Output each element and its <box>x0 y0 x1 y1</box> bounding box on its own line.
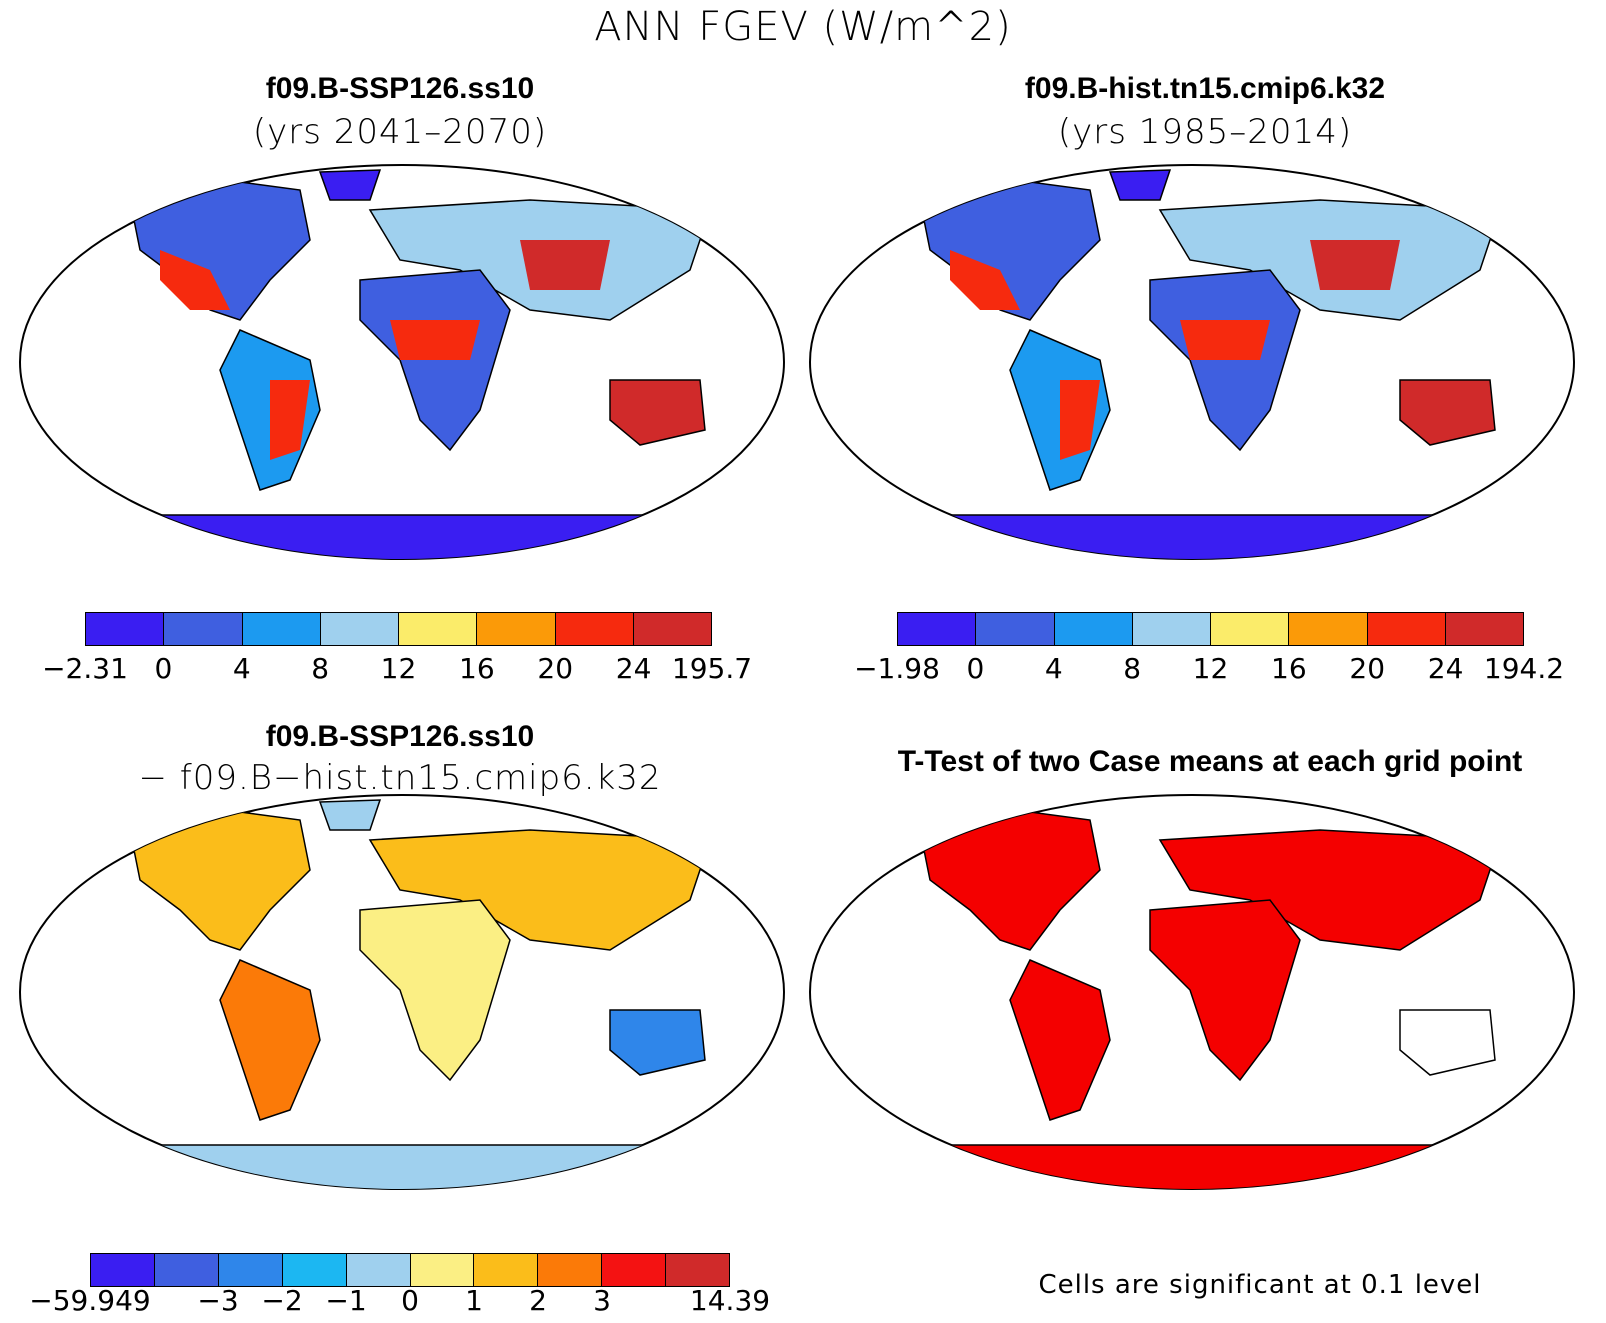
colorbar-tick-label: 0 <box>154 652 173 685</box>
colorbar-cell <box>477 613 556 645</box>
colorbar-cell <box>538 1254 603 1286</box>
colorbar-labels-difference: −59.949 −3 −2 −1 0 1 2 3 14.39 <box>29 1284 770 1322</box>
colorbar-tick-label: 16 <box>459 652 495 685</box>
colorbar-cell <box>633 613 711 645</box>
colorbar-cell <box>555 613 634 645</box>
colorbar-tick-label: 0 <box>966 652 985 685</box>
colorbar-cell <box>474 1254 539 1286</box>
colorbar-tick-label: 1 <box>465 1284 483 1317</box>
colorbar-labels-case1: −2.31 0 4 8 12 16 20 24 195.7 <box>42 652 752 692</box>
colorbar-cell <box>242 613 321 645</box>
colorbar-difference <box>90 1253 730 1287</box>
colorbar-cell <box>91 1254 155 1286</box>
colorbar-cell <box>1132 613 1211 645</box>
colorbar-cell <box>86 613 165 645</box>
colorbar-tick-label: 12 <box>1192 652 1229 685</box>
colorbar-labels-case2: −1.98 0 4 8 12 16 20 24 194.2 <box>854 652 1564 692</box>
colorbar-cell <box>320 613 399 645</box>
colorbar-tick-label: −59.949 <box>29 1284 151 1317</box>
panel-1-subtitle: (yrs 2041–2070) <box>252 112 548 152</box>
colorbar-tick-label: 8 <box>1123 652 1142 685</box>
colorbar-tick-label: 12 <box>380 652 417 685</box>
colorbar-tick-label: 14.39 <box>689 1284 771 1317</box>
figure-title: ANN FGEV (W/m^2) <box>594 4 1012 50</box>
colorbar-tick-label: −3 <box>197 1284 239 1317</box>
map-ttest <box>809 794 1575 1190</box>
colorbar-cell <box>1054 613 1133 645</box>
colorbar-cell <box>282 1254 347 1286</box>
colorbar-tick-label: −2.31 <box>42 652 128 685</box>
colorbar-cell <box>218 1254 283 1286</box>
colorbar-tick-label: 195.7 <box>671 652 753 685</box>
colorbar-tick-label: 194.2 <box>1483 652 1565 685</box>
colorbar-tick-label: −1.98 <box>854 652 940 685</box>
colorbar-case1 <box>85 612 712 646</box>
colorbar-tick-label: 4 <box>232 652 251 685</box>
panel-3-title: f09.B-SSP126.ss10 <box>265 720 535 753</box>
colorbar-cell <box>154 1254 219 1286</box>
colorbar-tick-label: 8 <box>311 652 330 685</box>
colorbar-tick-label: 3 <box>593 1284 611 1317</box>
map-difference <box>19 794 785 1190</box>
map-case1 <box>19 164 785 560</box>
panel-2-subtitle: (yrs 1985–2014) <box>1057 112 1353 152</box>
colorbar-cell <box>1289 613 1368 645</box>
colorbar-cell <box>1367 613 1446 645</box>
colorbar-tick-label: −2 <box>261 1284 303 1317</box>
colorbar-tick-label: 4 <box>1044 652 1063 685</box>
colorbar-tick-label: 24 <box>1427 652 1464 685</box>
colorbar-cell <box>898 613 977 645</box>
land-case2 <box>919 169 1502 559</box>
colorbar-cell <box>1211 613 1290 645</box>
colorbar-case2 <box>897 612 1524 646</box>
colorbar-tick-label: 16 <box>1271 652 1307 685</box>
colorbar-cell <box>399 613 478 645</box>
land-case1 <box>129 169 712 559</box>
colorbar-cell <box>1445 613 1523 645</box>
colorbar-tick-label: 0 <box>401 1284 419 1317</box>
colorbar-cell <box>976 613 1055 645</box>
panel-1-title: f09.B-SSP126.ss10 <box>265 72 535 105</box>
colorbar-tick-label: 2 <box>529 1284 547 1317</box>
colorbar-tick-label: −1 <box>325 1284 367 1317</box>
colorbar-cell <box>164 613 243 645</box>
colorbar-cell <box>346 1254 411 1286</box>
panel-3-subtitle: − f09.B−hist.tn15.cmip6.k32 <box>138 758 662 798</box>
colorbar-cell <box>666 1254 730 1286</box>
colorbar-tick-label: 20 <box>1349 652 1386 685</box>
colorbar-cell <box>602 1254 667 1286</box>
panel-4-title: T-Test of two Case means at each grid po… <box>897 745 1523 778</box>
panel-2-title: f09.B-hist.tn15.cmip6.k32 <box>1024 72 1386 105</box>
colorbar-cell <box>410 1254 475 1286</box>
colorbar-tick-label: 24 <box>615 652 652 685</box>
colorbar-tick-label: 20 <box>537 652 574 685</box>
ttest-footnote: Cells are significant at 0.1 level <box>1038 1270 1482 1300</box>
map-case2 <box>809 164 1575 560</box>
